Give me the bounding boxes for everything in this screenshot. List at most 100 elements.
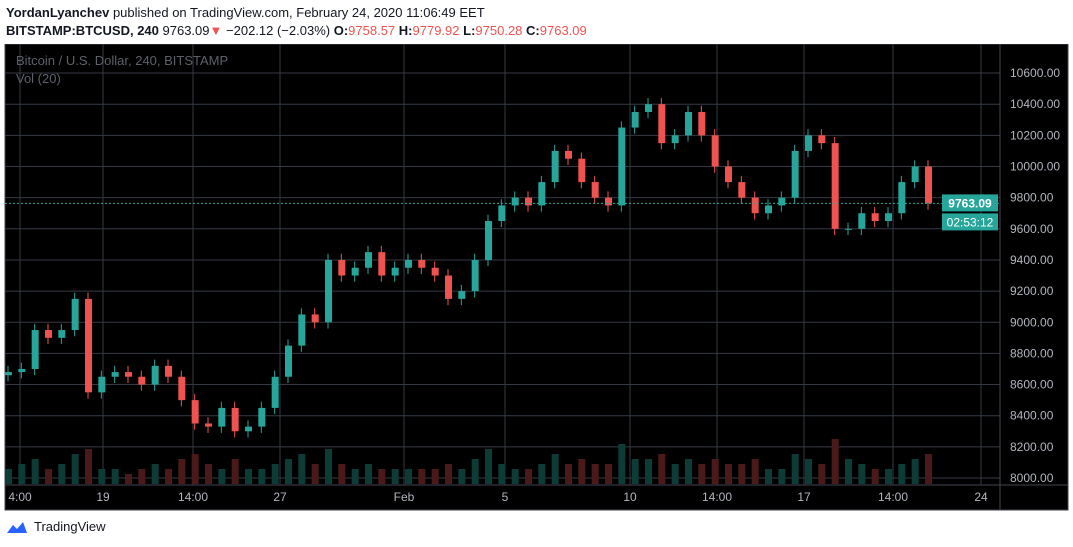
symbol: BITSTAMP:BTCUSD, 240 — [6, 23, 159, 38]
open-value: 9758.57 — [348, 23, 396, 38]
volume-bar — [125, 474, 132, 484]
candle-body — [271, 376, 279, 408]
volume-bar — [458, 469, 466, 484]
volume-bar — [31, 459, 39, 484]
volume-bar — [671, 464, 679, 484]
y-tick-label: 9200.00 — [1010, 284, 1054, 298]
volume-bar — [325, 449, 332, 484]
volume-bar — [805, 459, 812, 484]
candle-body — [445, 275, 452, 299]
candle-body — [618, 127, 626, 206]
candle-body — [751, 197, 759, 214]
y-tick-label: 9000.00 — [1010, 315, 1054, 329]
tradingview-logo[interactable]: TradingView — [6, 519, 106, 534]
candle-body — [765, 205, 772, 214]
candle-body — [311, 314, 319, 323]
close-value: 9763.09 — [539, 23, 587, 38]
x-tick-label: 19 — [96, 490, 110, 504]
candle-body — [258, 407, 266, 427]
candle-body — [85, 298, 92, 393]
ohlc-header: BITSTAMP:BTCUSD, 240 9763.09▼ −202.12 (−… — [6, 23, 587, 38]
candle-body — [365, 252, 372, 268]
volume-bar — [591, 464, 599, 484]
volume-bar — [911, 459, 919, 484]
x-tick-label: 10 — [623, 490, 637, 504]
volume-bar — [445, 464, 452, 484]
volume-bar — [538, 464, 546, 484]
publish-info: YordanLyanchev published on TradingView.… — [6, 5, 485, 20]
candle-body — [738, 182, 746, 198]
volume-bar — [205, 464, 212, 484]
volume-bar — [831, 439, 839, 484]
candle-body — [205, 423, 212, 427]
down-arrow-icon: ▼ — [209, 23, 223, 38]
candle-body — [805, 135, 812, 151]
volume-bar — [511, 469, 519, 484]
candle-body — [485, 221, 492, 260]
candle-body — [418, 259, 426, 268]
volume-bar — [218, 469, 226, 484]
candle-body — [191, 400, 199, 424]
volume-bar — [858, 464, 866, 484]
volume-bar — [191, 454, 199, 484]
x-tick-label: 27 — [273, 490, 287, 504]
candle-body — [165, 365, 172, 377]
volume-bar — [311, 464, 319, 484]
candle-body — [858, 213, 866, 229]
candle-body — [565, 150, 572, 159]
candle-body — [591, 182, 599, 198]
volume-bar — [485, 449, 492, 484]
candle-body — [645, 104, 652, 112]
chart-background — [4, 44, 1069, 511]
volume-legend: Vol (20) — [16, 71, 61, 86]
price-change: −202.12 (−2.03%) — [226, 23, 331, 38]
y-tick-label: 8200.00 — [1010, 440, 1054, 454]
volume-bar — [751, 459, 759, 484]
price-chart[interactable]: 8000.00 8200.00 8400.00 8600.00 8800.00 9000.… — [0, 44, 1073, 512]
author-name[interactable]: YordanLyanchev — [6, 5, 110, 20]
candle-body — [658, 104, 666, 144]
candle-body — [351, 267, 359, 276]
volume-bar — [58, 464, 66, 484]
volume-bar — [165, 469, 172, 484]
candle-body — [845, 228, 852, 230]
y-tick-label: 10000.00 — [1010, 160, 1060, 174]
publish-text: published on TradingView.com, February 2… — [112, 5, 485, 20]
legend-title: Bitcoin / U.S. Dollar, 240, BITSTAMP — [16, 53, 228, 68]
candle-body — [525, 197, 532, 206]
x-tick-label: 24 — [974, 490, 988, 504]
brand-name: TradingView — [34, 519, 106, 534]
candle-body — [18, 368, 26, 373]
candle-body — [498, 205, 506, 222]
high-value: 9779.92 — [412, 23, 460, 38]
y-tick-label: 9600.00 — [1010, 222, 1054, 236]
candle-body — [431, 267, 439, 276]
volume-bar — [378, 469, 386, 484]
candle-body — [925, 166, 932, 204]
volume-bar — [605, 464, 612, 484]
candle-body — [298, 314, 306, 346]
volume-bar — [138, 469, 146, 484]
candle-body — [471, 259, 479, 292]
last-price: 9763.09 — [162, 23, 210, 38]
volume-bar — [898, 464, 906, 484]
low-label: L: — [463, 23, 476, 38]
y-tick-label: 10200.00 — [1010, 128, 1060, 142]
volume-bar — [5, 469, 12, 484]
candle-body — [885, 213, 892, 222]
candle-body — [818, 135, 826, 144]
candle-body — [178, 376, 186, 401]
volume-bar — [178, 459, 186, 484]
candle-body — [218, 407, 226, 427]
volume-bar — [685, 459, 692, 484]
volume-bar — [431, 469, 439, 484]
candle-body — [231, 407, 239, 432]
candle-body — [98, 376, 106, 393]
high-label: H: — [398, 23, 413, 38]
volume-bar — [285, 459, 292, 484]
candle-body — [791, 150, 799, 198]
x-tick-label: 17 — [797, 490, 811, 504]
candle-body — [911, 166, 919, 183]
candle-body — [285, 345, 292, 377]
candle-body — [871, 213, 879, 222]
